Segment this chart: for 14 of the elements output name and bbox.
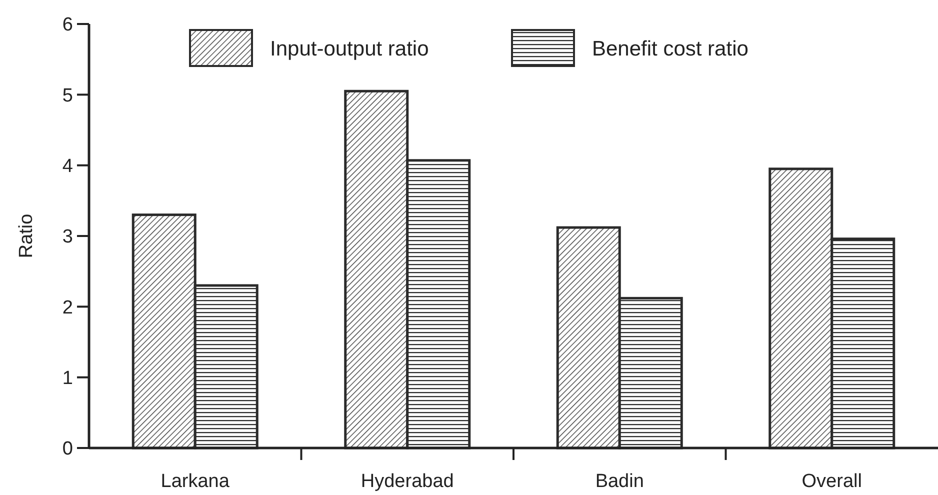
legend-label: Benefit cost ratio (592, 37, 748, 60)
y-tick-label: 1 (62, 368, 73, 389)
x-tick-label: Hyderabad (360, 471, 454, 492)
y-tick-label: 5 (62, 85, 73, 106)
x-tick-label: Overall (802, 471, 862, 492)
y-axis-title: Ratio (16, 214, 37, 258)
legend-label: Input-output ratio (270, 37, 429, 60)
y-tick-label: 3 (62, 226, 73, 248)
x-tick-label: Badin (595, 471, 644, 492)
y-tick-label: 4 (62, 156, 74, 177)
y-tick-label: 2 (62, 297, 73, 318)
x-tick-label: Larkana (160, 471, 230, 492)
y-tick-label: 0 (62, 438, 73, 460)
y-tick-label: 6 (62, 14, 73, 36)
